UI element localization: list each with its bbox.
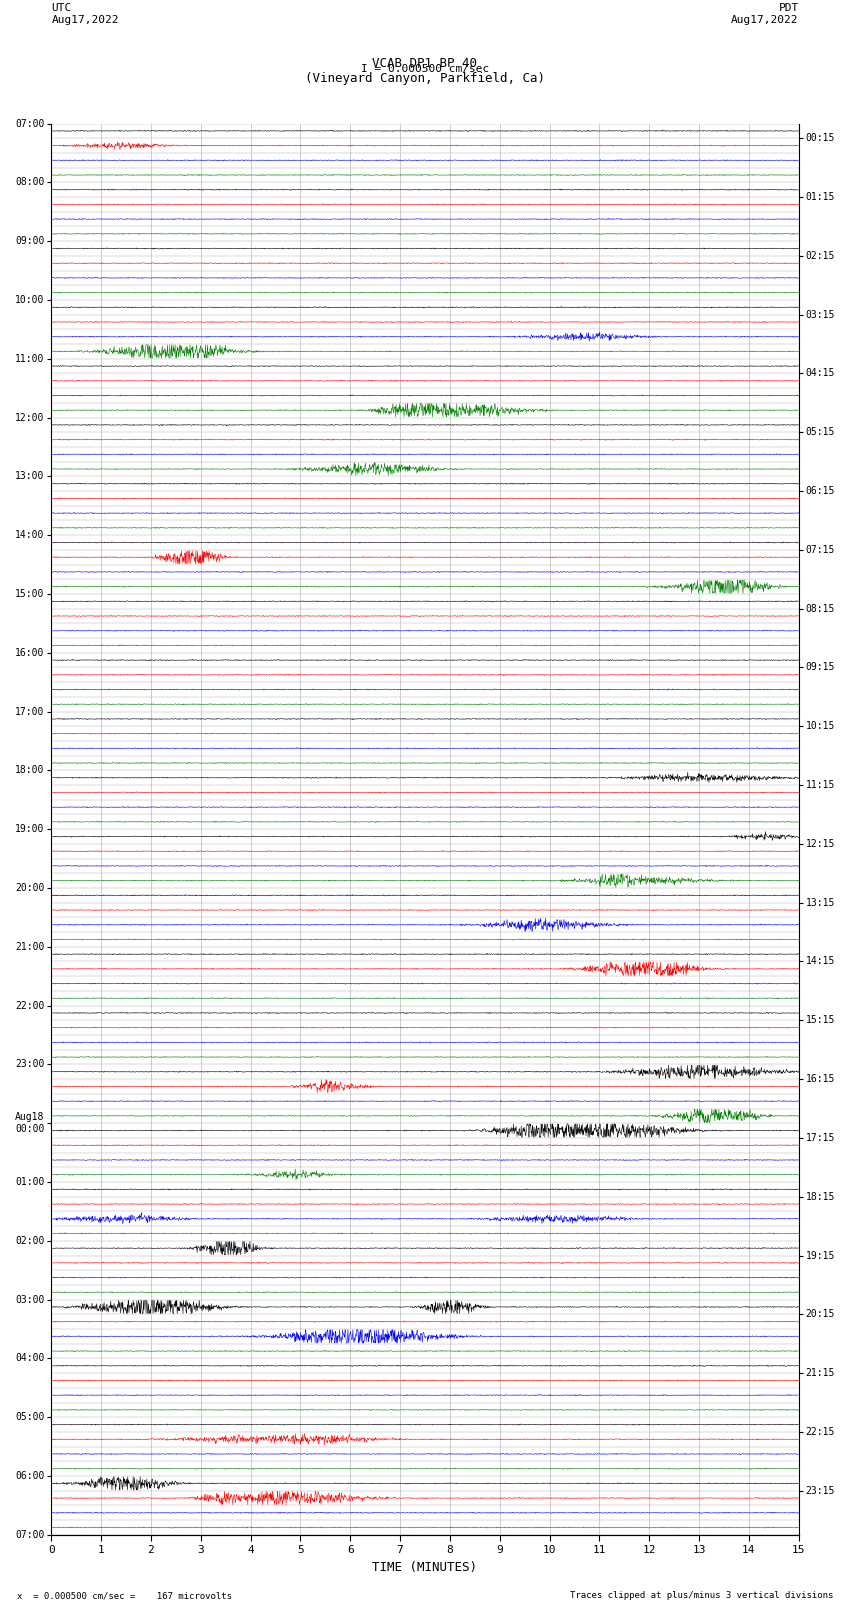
Title: VCAB DP1 BP 40
(Vineyard Canyon, Parkfield, Ca): VCAB DP1 BP 40 (Vineyard Canyon, Parkfie…: [305, 56, 545, 85]
Text: UTC
Aug17,2022: UTC Aug17,2022: [51, 3, 119, 24]
Text: Traces clipped at plus/minus 3 vertical divisions: Traces clipped at plus/minus 3 vertical …: [570, 1590, 833, 1600]
Text: x  = 0.000500 cm/sec =    167 microvolts: x = 0.000500 cm/sec = 167 microvolts: [17, 1590, 232, 1600]
Text: I = 0.000500 cm/sec: I = 0.000500 cm/sec: [361, 65, 489, 74]
Text: PDT
Aug17,2022: PDT Aug17,2022: [731, 3, 799, 24]
X-axis label: TIME (MINUTES): TIME (MINUTES): [372, 1561, 478, 1574]
